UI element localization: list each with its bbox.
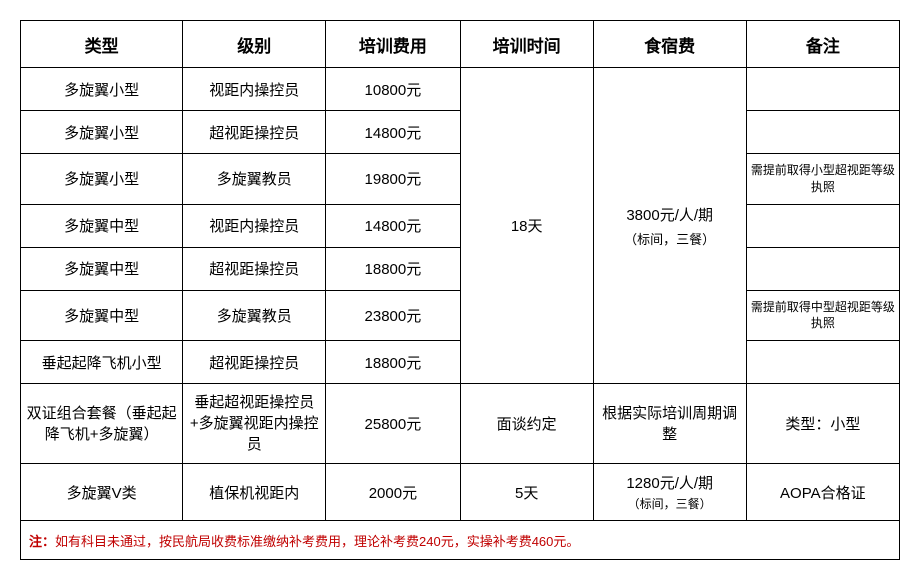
cell-type: 多旋翼小型: [21, 111, 183, 154]
cell-type: 双证组合套餐（垂起起降飞机+多旋翼）: [21, 384, 183, 464]
cell-type: 垂起起降飞机小型: [21, 341, 183, 384]
cell-level: 超视距操控员: [183, 247, 326, 290]
cell-fee: 23800元: [326, 290, 460, 341]
cell-level: 多旋翼教员: [183, 290, 326, 341]
cell-duration: 5天: [460, 464, 593, 521]
cell-fee: 25800元: [326, 384, 460, 464]
table-row: 多旋翼中型 多旋翼教员 23800元 需提前取得中型超视距等级执照: [21, 290, 900, 341]
cell-level: 垂起超视距操控员+多旋翼视距内操控员: [183, 384, 326, 464]
cell-level: 多旋翼教员: [183, 154, 326, 205]
cell-level: 视距内操控员: [183, 68, 326, 111]
table-row: 多旋翼中型 超视距操控员 18800元: [21, 247, 900, 290]
cell-level: 超视距操控员: [183, 341, 326, 384]
cell-duration-merged: 18天: [460, 68, 593, 384]
header-remark: 备注: [746, 21, 899, 68]
note-row: 注：如有科目未通过，按民航局收费标准缴纳补考费用，理论补考费240元，实操补考费…: [21, 521, 900, 560]
note-text: 如有科目未通过，按民航局收费标准缴纳补考费用，理论补考费240元，实操补考费46…: [55, 534, 579, 549]
cell-remark: [746, 204, 899, 247]
cell-fee: 19800元: [326, 154, 460, 205]
board-sub: （标间，三餐）: [598, 229, 742, 248]
table-row: 多旋翼小型 超视距操控员 14800元: [21, 111, 900, 154]
cell-type: 多旋翼V类: [21, 464, 183, 521]
cell-type: 多旋翼小型: [21, 154, 183, 205]
cell-fee: 2000元: [326, 464, 460, 521]
note-label: 注：: [29, 534, 55, 549]
cell-board: 1280元/人/期 （标间，三餐）: [593, 464, 746, 521]
cell-remark: 需提前取得小型超视距等级执照: [746, 154, 899, 205]
cell-fee: 18800元: [326, 247, 460, 290]
header-type: 类型: [21, 21, 183, 68]
cell-fee: 14800元: [326, 111, 460, 154]
cell-remark: 需提前取得中型超视距等级执照: [746, 290, 899, 341]
cell-remark: [746, 341, 899, 384]
header-fee: 培训费用: [326, 21, 460, 68]
cell-level: 视距内操控员: [183, 204, 326, 247]
cell-board: 根据实际培训周期调整: [593, 384, 746, 464]
cell-type: 多旋翼中型: [21, 204, 183, 247]
cell-fee: 10800元: [326, 68, 460, 111]
cell-fee: 14800元: [326, 204, 460, 247]
header-duration: 培训时间: [460, 21, 593, 68]
board-main: 1280元/人/期: [598, 472, 742, 493]
table-row: 多旋翼中型 视距内操控员 14800元: [21, 204, 900, 247]
cell-remark: [746, 247, 899, 290]
cell-level: 植保机视距内: [183, 464, 326, 521]
table-row: 垂起起降飞机小型 超视距操控员 18800元: [21, 341, 900, 384]
header-row: 类型 级别 培训费用 培训时间 食宿费 备注: [21, 21, 900, 68]
cell-level: 超视距操控员: [183, 111, 326, 154]
cell-type: 多旋翼中型: [21, 247, 183, 290]
cell-type: 多旋翼小型: [21, 68, 183, 111]
cell-board-merged: 3800元/人/期 （标间，三餐）: [593, 68, 746, 384]
header-board: 食宿费: [593, 21, 746, 68]
table-row: 多旋翼V类 植保机视距内 2000元 5天 1280元/人/期 （标间，三餐） …: [21, 464, 900, 521]
header-level: 级别: [183, 21, 326, 68]
cell-type: 多旋翼中型: [21, 290, 183, 341]
cell-remark: [746, 111, 899, 154]
cell-remark: 类型：小型: [746, 384, 899, 464]
table-row: 多旋翼小型 多旋翼教员 19800元 需提前取得小型超视距等级执照: [21, 154, 900, 205]
pricing-table: 类型 级别 培训费用 培训时间 食宿费 备注 多旋翼小型 视距内操控员 1080…: [20, 20, 900, 560]
table-row: 多旋翼小型 视距内操控员 10800元 18天 3800元/人/期 （标间，三餐…: [21, 68, 900, 111]
note-cell: 注：如有科目未通过，按民航局收费标准缴纳补考费用，理论补考费240元，实操补考费…: [21, 521, 900, 560]
board-sub: （标间，三餐）: [598, 495, 742, 512]
cell-fee: 18800元: [326, 341, 460, 384]
board-main: 3800元/人/期: [598, 204, 742, 225]
cell-remark: [746, 68, 899, 111]
cell-remark: AOPA合格证: [746, 464, 899, 521]
cell-duration: 面谈约定: [460, 384, 593, 464]
table-row: 双证组合套餐（垂起起降飞机+多旋翼） 垂起超视距操控员+多旋翼视距内操控员 25…: [21, 384, 900, 464]
